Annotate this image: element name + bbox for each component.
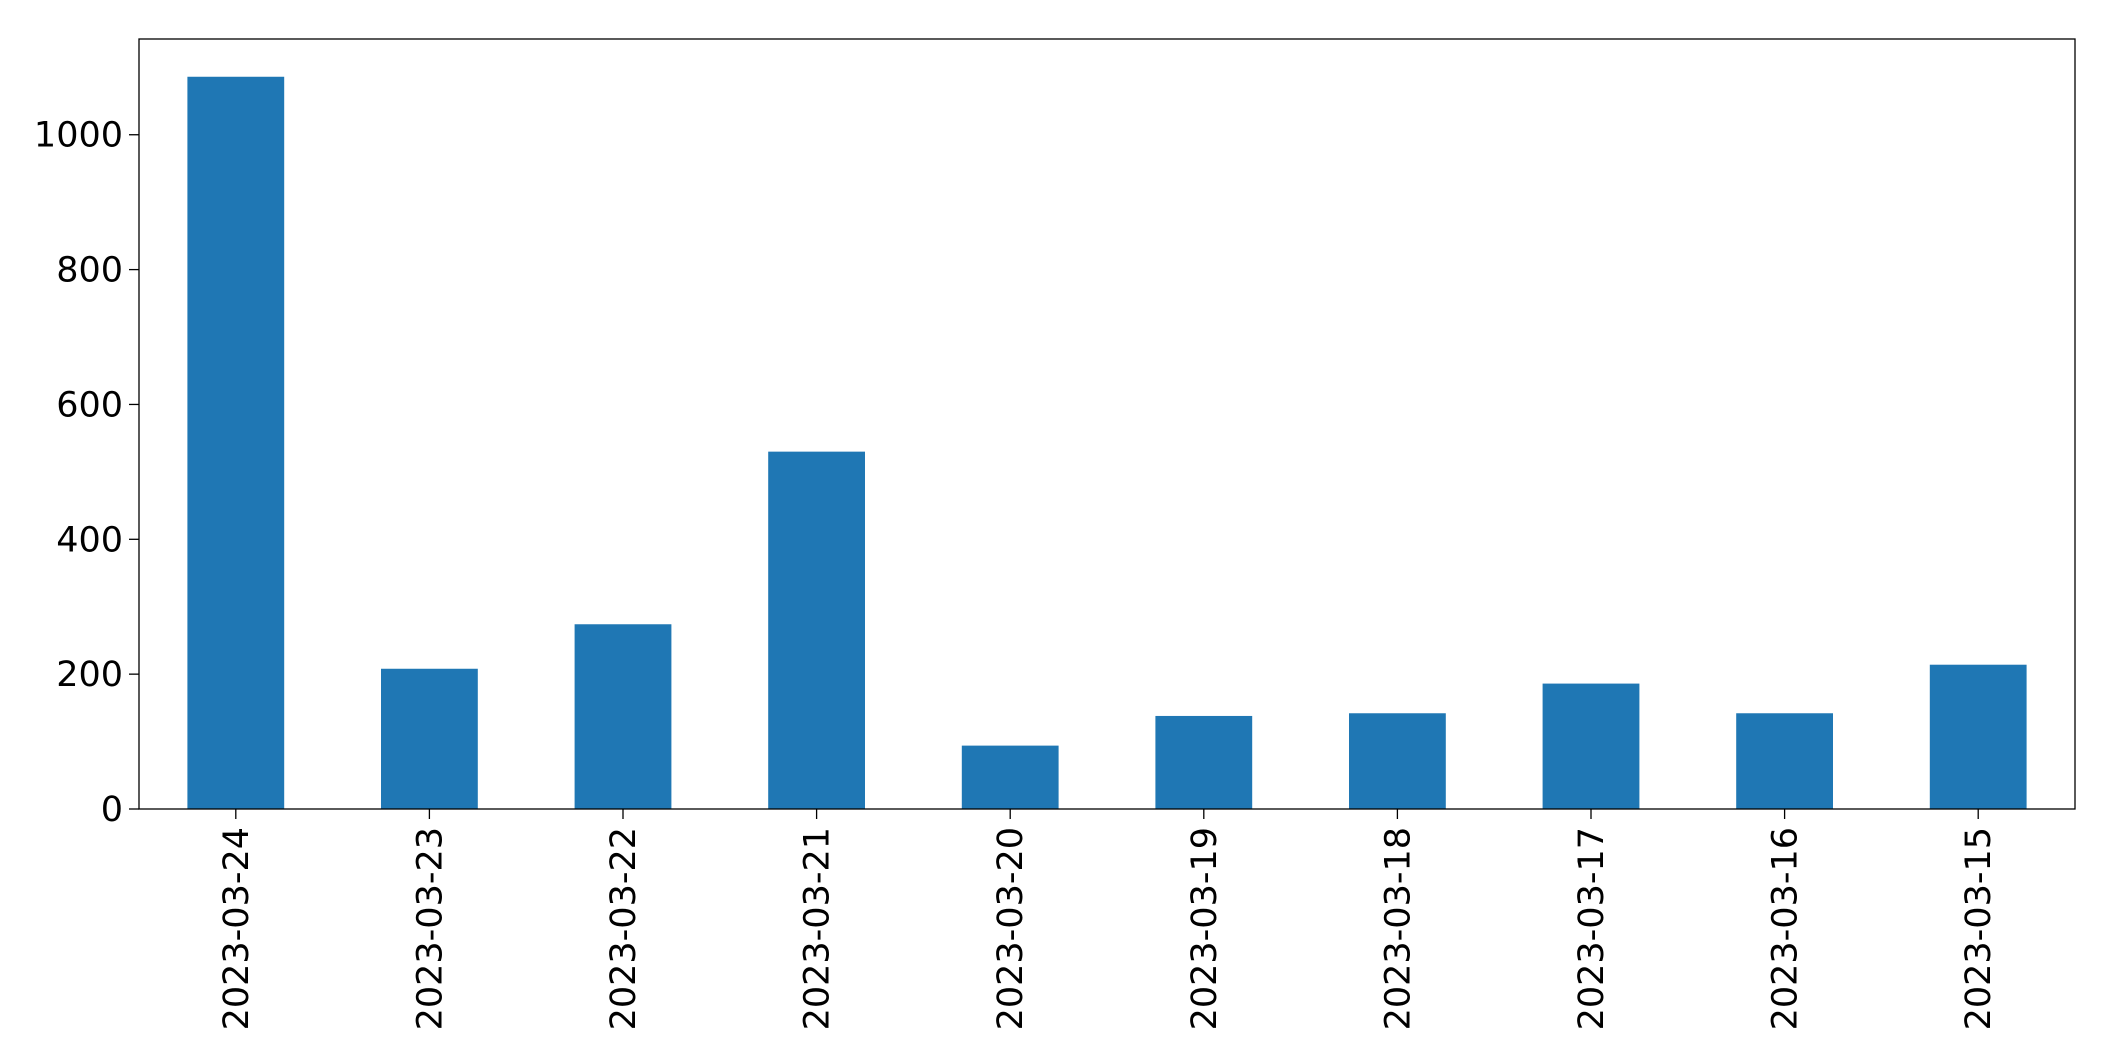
- x-tick-label: 2023-03-22: [604, 827, 644, 1030]
- x-tick-label: 2023-03-24: [217, 827, 257, 1030]
- bar: [187, 76, 285, 810]
- bar: [574, 624, 672, 809]
- bar: [1155, 715, 1253, 809]
- bar: [961, 745, 1059, 809]
- y-tick-label: 0: [101, 790, 123, 830]
- bar: [1542, 683, 1640, 809]
- y-tick-label: 600: [56, 385, 123, 425]
- bar: [1349, 713, 1446, 809]
- y-tick-label: 1000: [34, 116, 123, 156]
- y-tick-label: 400: [56, 520, 123, 560]
- x-tick-label: 2023-03-16: [1766, 827, 1806, 1030]
- y-tick-label: 800: [56, 251, 123, 291]
- x-tick-label: 2023-03-23: [410, 827, 450, 1030]
- x-tick-label: 2023-03-19: [1185, 827, 1225, 1030]
- x-tick-label: 2023-03-15: [1959, 827, 1999, 1030]
- y-tick-label: 200: [56, 655, 123, 695]
- x-tick-label: 2023-03-17: [1572, 827, 1612, 1030]
- plot-frame: [138, 38, 2076, 810]
- bar: [1929, 664, 2027, 809]
- x-tick-label: 2023-03-20: [991, 827, 1031, 1030]
- bar: [381, 668, 478, 809]
- x-tick-label: 2023-03-21: [798, 827, 838, 1030]
- bar: [1736, 713, 1833, 809]
- x-tick-label: 2023-03-18: [1378, 827, 1418, 1030]
- bar: [768, 451, 865, 809]
